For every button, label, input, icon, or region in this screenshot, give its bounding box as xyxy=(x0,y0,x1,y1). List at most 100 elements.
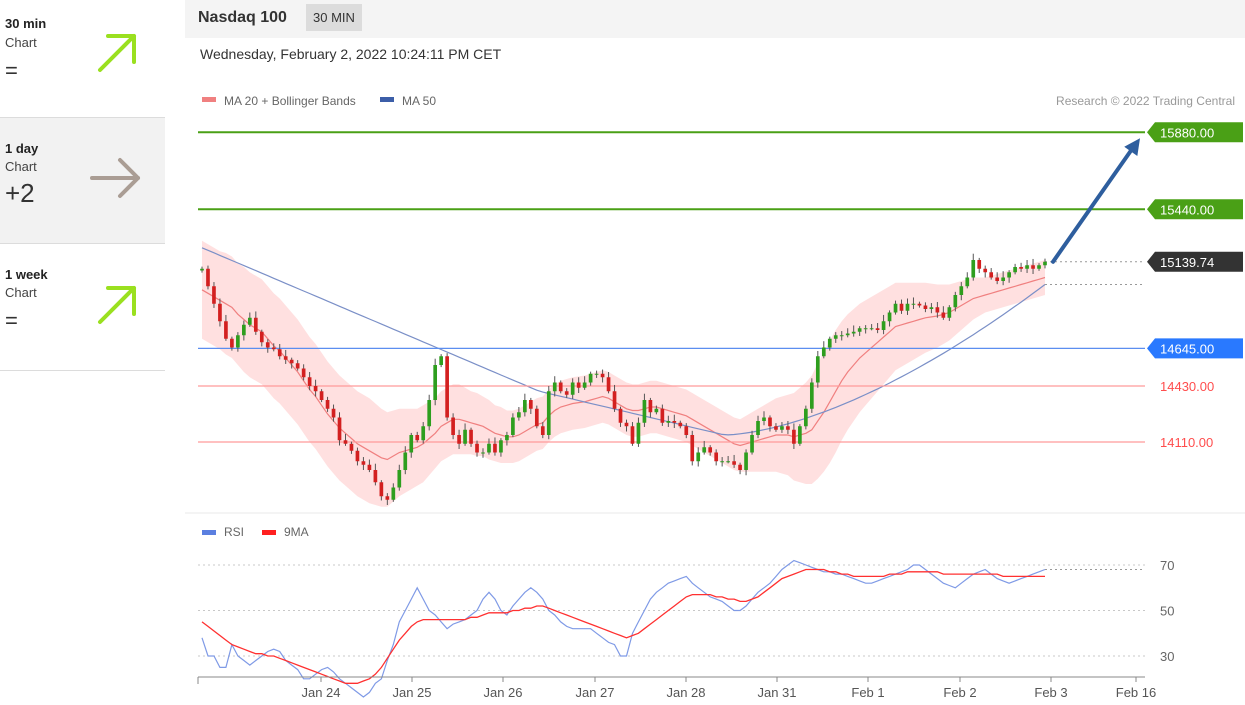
candle-body xyxy=(887,312,892,322)
price-chart[interactable]: MA 20 + Bollinger Bands MA 50 Research ©… xyxy=(185,0,1245,705)
candle xyxy=(517,407,521,421)
candle-body xyxy=(564,391,569,395)
candle-body xyxy=(558,382,563,392)
x-tick-label: Jan 28 xyxy=(666,685,705,700)
candle-body xyxy=(911,303,916,305)
candle xyxy=(977,257,982,273)
period-button[interactable]: 30 MIN xyxy=(306,4,362,31)
candle xyxy=(499,438,503,457)
candle-body xyxy=(379,482,384,497)
candle xyxy=(259,329,264,347)
candle xyxy=(612,384,617,412)
candle-body xyxy=(427,400,432,427)
candle-body xyxy=(708,447,713,453)
candle xyxy=(361,457,366,470)
candle xyxy=(642,393,647,427)
candle xyxy=(337,412,342,446)
timeframe-item-1-day[interactable]: 1 day Chart +2 xyxy=(0,118,165,244)
chart-credit: Research © 2022 Trading Central xyxy=(1056,94,1235,108)
candle-body xyxy=(230,338,234,348)
candle-body xyxy=(457,435,461,444)
candle-body xyxy=(899,303,904,311)
candle-body xyxy=(445,356,449,418)
candle-body xyxy=(774,426,778,430)
candle-body xyxy=(319,391,324,400)
candle xyxy=(941,306,946,320)
candle xyxy=(558,380,563,394)
candle xyxy=(295,360,300,371)
x-tick-label: Jan 25 xyxy=(392,685,431,700)
timeframe-subtitle: Chart xyxy=(5,159,37,174)
candle xyxy=(206,265,210,290)
timeframe-score: = xyxy=(5,58,18,83)
legend-ma50-label: MA 50 xyxy=(402,94,436,108)
candle-body xyxy=(690,435,695,462)
candle xyxy=(391,483,396,502)
candle-body xyxy=(648,400,653,413)
candle-body xyxy=(959,286,964,295)
candle xyxy=(917,301,922,308)
candle-body xyxy=(307,377,312,386)
candle-body xyxy=(696,452,701,462)
candle-body xyxy=(636,422,641,444)
candle xyxy=(636,417,641,447)
candle-body xyxy=(792,429,796,444)
candle-body xyxy=(780,426,784,430)
candle-body xyxy=(367,464,372,470)
candle xyxy=(1037,263,1041,271)
candle-body xyxy=(845,333,850,336)
candle xyxy=(648,397,653,418)
candle-body xyxy=(540,426,545,435)
candle-body xyxy=(989,272,994,278)
candle xyxy=(1025,260,1029,273)
bollinger-band xyxy=(202,240,1045,507)
candle xyxy=(1001,271,1005,286)
instrument-name: Nasdaq 100 xyxy=(198,9,287,26)
candle-body xyxy=(355,450,360,462)
rsi-line xyxy=(201,559,1046,698)
candle-body xyxy=(236,335,240,348)
candle xyxy=(875,323,880,334)
candle-body xyxy=(678,422,683,427)
timeframe-item-30-min[interactable]: 30 min Chart = xyxy=(0,0,165,118)
candle xyxy=(726,456,730,464)
candle xyxy=(523,393,527,417)
candle-body xyxy=(343,440,348,444)
target-arrow-head xyxy=(1124,138,1140,156)
candle xyxy=(570,378,575,399)
level-labels: 15880.00 15440.00 14645.00 14430.00 14110.00… xyxy=(1147,122,1243,450)
candle-body xyxy=(732,461,736,465)
legend-rsi-label: RSI xyxy=(224,525,244,539)
candle-body xyxy=(1019,267,1023,269)
candle xyxy=(505,431,509,446)
candle xyxy=(600,369,605,383)
timeframe-item-1-week[interactable]: 1 week Chart = xyxy=(0,244,165,371)
candle-body xyxy=(487,443,491,453)
candle xyxy=(511,413,515,438)
candle-body xyxy=(654,408,659,413)
candle xyxy=(672,414,677,428)
candle xyxy=(750,430,754,455)
candle-body xyxy=(385,496,390,500)
candle-body xyxy=(469,429,473,444)
timeframe-subtitle: Chart xyxy=(5,285,37,300)
candle-body xyxy=(726,461,730,463)
candle-body xyxy=(313,386,318,392)
candle xyxy=(618,406,623,427)
candle-body xyxy=(523,400,527,413)
candle-body xyxy=(253,317,258,332)
candle-body xyxy=(863,328,868,330)
chart-timestamp: Wednesday, February 2, 2022 10:24:11 PM … xyxy=(200,46,502,62)
candle xyxy=(780,422,784,433)
last-price-label-bg xyxy=(1147,251,1243,272)
candle-body xyxy=(935,307,940,313)
candle-body xyxy=(301,368,306,378)
candle xyxy=(774,423,778,432)
candle-body xyxy=(923,305,928,309)
candle-body xyxy=(409,435,414,453)
candle xyxy=(457,429,461,449)
candle xyxy=(893,300,898,315)
candle-body xyxy=(1043,261,1047,266)
candle xyxy=(935,302,940,318)
x-tick-label: Jan 24 xyxy=(301,685,340,700)
